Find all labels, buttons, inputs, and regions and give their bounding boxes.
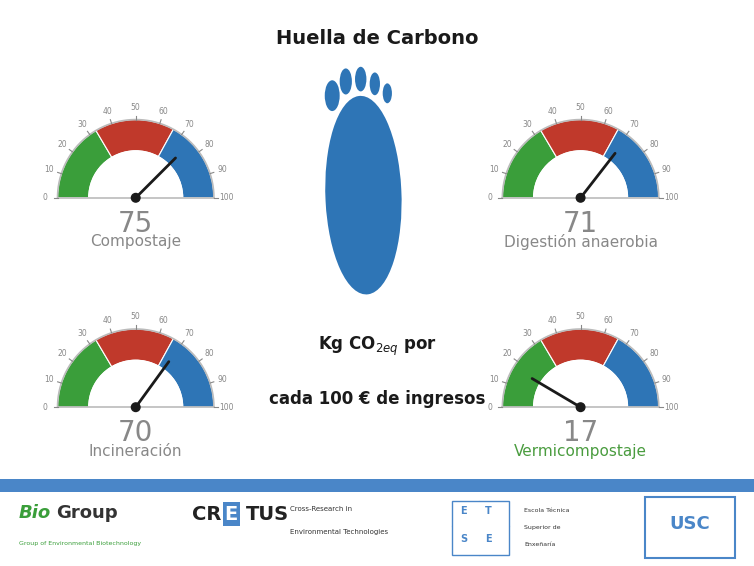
Text: 20: 20 (57, 349, 67, 358)
Text: CR: CR (192, 504, 222, 524)
Text: 20: 20 (502, 140, 512, 149)
Text: 80: 80 (204, 140, 214, 149)
Wedge shape (57, 131, 112, 198)
Wedge shape (96, 329, 173, 367)
Text: E: E (225, 504, 238, 524)
Text: 100: 100 (219, 193, 234, 202)
Circle shape (89, 151, 182, 245)
Text: 0: 0 (42, 193, 48, 202)
Ellipse shape (369, 72, 380, 95)
Text: 10: 10 (489, 165, 499, 174)
Text: 75: 75 (118, 209, 153, 238)
Text: E: E (486, 534, 492, 544)
Text: Environmental Technologies: Environmental Technologies (290, 529, 388, 535)
Text: 30: 30 (78, 120, 87, 129)
Text: 70: 70 (629, 329, 639, 338)
Ellipse shape (355, 67, 366, 91)
Text: TUS: TUS (246, 504, 289, 524)
Wedge shape (57, 340, 112, 407)
Text: 80: 80 (649, 140, 659, 149)
Wedge shape (541, 119, 618, 157)
Text: 50: 50 (131, 102, 140, 112)
Text: 80: 80 (204, 349, 214, 358)
Text: 30: 30 (78, 329, 87, 338)
Text: 10: 10 (44, 165, 54, 174)
Text: USC: USC (670, 515, 710, 533)
Text: 10: 10 (489, 375, 499, 384)
Circle shape (576, 194, 585, 202)
Text: 20: 20 (57, 140, 67, 149)
Text: 71: 71 (563, 209, 598, 238)
Text: Bio: Bio (19, 504, 51, 521)
Text: 100: 100 (219, 402, 234, 411)
Wedge shape (502, 340, 556, 407)
Text: 60: 60 (604, 316, 614, 325)
Text: 70: 70 (184, 329, 194, 338)
Text: 50: 50 (576, 102, 585, 112)
Text: 60: 60 (604, 107, 614, 116)
Text: 30: 30 (523, 329, 532, 338)
Text: 50: 50 (131, 312, 140, 321)
Wedge shape (158, 129, 214, 198)
Text: 80: 80 (649, 349, 659, 358)
Text: 40: 40 (547, 316, 557, 325)
Text: 0: 0 (487, 193, 492, 202)
Text: 100: 100 (664, 193, 679, 202)
FancyBboxPatch shape (645, 497, 735, 558)
Circle shape (131, 194, 140, 202)
Wedge shape (96, 119, 173, 157)
Text: Group of Environmental Biotechnology: Group of Environmental Biotechnology (19, 541, 141, 546)
Wedge shape (502, 131, 556, 198)
Text: 90: 90 (662, 165, 672, 174)
Text: 30: 30 (523, 120, 532, 129)
Text: Huella de Carbono: Huella de Carbono (276, 29, 478, 48)
Text: 0: 0 (42, 402, 48, 411)
Text: 90: 90 (217, 165, 227, 174)
Text: Incineración: Incineración (89, 444, 182, 458)
Text: Group: Group (57, 504, 118, 521)
Text: 40: 40 (103, 316, 112, 325)
Text: 60: 60 (159, 316, 169, 325)
Text: 70: 70 (629, 120, 639, 129)
Ellipse shape (325, 80, 339, 111)
Text: 100: 100 (664, 402, 679, 411)
Text: Vermicompostaje: Vermicompostaje (514, 444, 647, 458)
Circle shape (534, 361, 627, 454)
Text: Kg CO$_{2eq}$ por: Kg CO$_{2eq}$ por (317, 335, 437, 358)
Circle shape (131, 403, 140, 411)
Text: Escola Técnica: Escola Técnica (524, 508, 569, 513)
Text: 10: 10 (44, 375, 54, 384)
Text: 70: 70 (184, 120, 194, 129)
Text: 50: 50 (576, 312, 585, 321)
Wedge shape (541, 329, 618, 367)
Circle shape (89, 361, 182, 454)
Text: Compostaje: Compostaje (90, 234, 181, 249)
Text: T: T (486, 506, 492, 516)
Text: 17: 17 (563, 419, 598, 447)
Wedge shape (158, 338, 214, 407)
Text: 40: 40 (103, 107, 112, 116)
Wedge shape (603, 129, 659, 198)
Text: S: S (460, 534, 467, 544)
Text: E: E (461, 506, 467, 516)
Text: Digestión anaerobia: Digestión anaerobia (504, 234, 657, 250)
Text: 0: 0 (487, 402, 492, 411)
Text: 20: 20 (502, 349, 512, 358)
Circle shape (576, 403, 585, 411)
Text: Superior de: Superior de (524, 525, 560, 530)
Ellipse shape (325, 96, 402, 294)
Ellipse shape (339, 68, 352, 95)
Text: 40: 40 (547, 107, 557, 116)
Ellipse shape (383, 83, 392, 103)
Wedge shape (603, 338, 659, 407)
Text: 90: 90 (662, 375, 672, 384)
Text: Enxeñaría: Enxeñaría (524, 542, 556, 547)
Text: Cross-Research in: Cross-Research in (290, 505, 352, 512)
Text: 90: 90 (217, 375, 227, 384)
Text: cada 100 € de ingresos: cada 100 € de ingresos (269, 390, 485, 408)
Text: 70: 70 (118, 419, 153, 447)
FancyBboxPatch shape (452, 501, 509, 555)
Text: 60: 60 (159, 107, 169, 116)
Circle shape (534, 151, 627, 245)
